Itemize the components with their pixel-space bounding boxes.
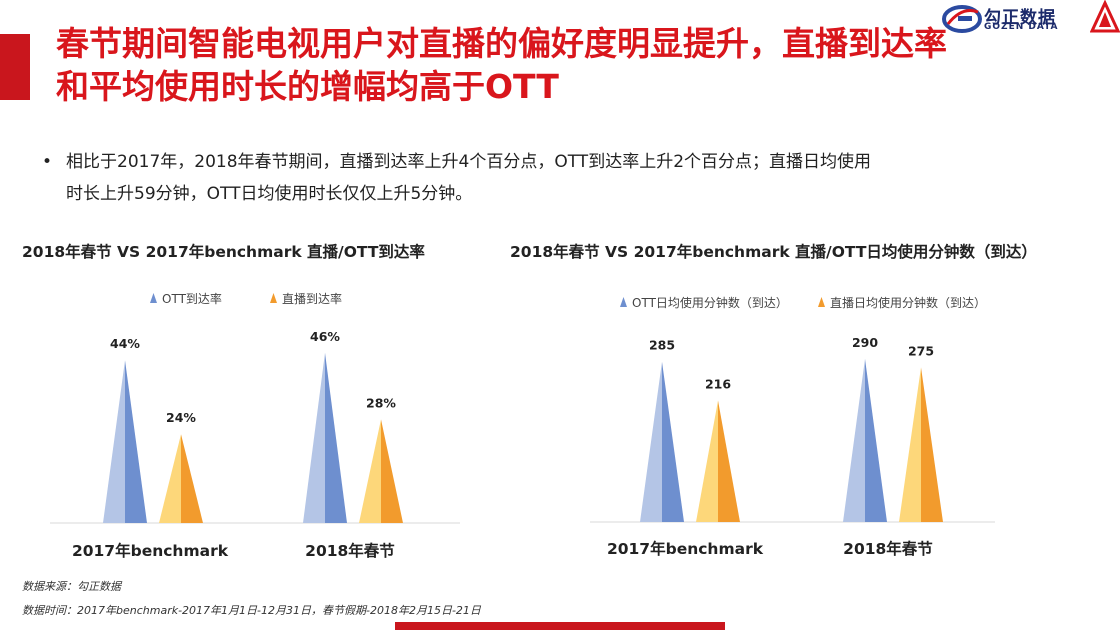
bullet-marker: •: [42, 152, 53, 172]
data-period: 数据时间：2017年benchmark-2017年1月1日-12月31日，春节假…: [22, 604, 481, 617]
bar-1-1: [359, 419, 403, 523]
data-label-1-0: 216: [705, 377, 731, 392]
data-label-1-0: 24%: [166, 410, 196, 425]
category-label-1: 2018年春节: [305, 541, 395, 560]
category-label-0: 2017年benchmark: [72, 541, 229, 560]
legend-label-1: 直播到达率: [282, 291, 342, 306]
reach-rate-chart: OTT到达率 44% 46% 直播到达率 24% 28% 2017年benchmark 201…: [50, 280, 470, 570]
legend-swatch-1: [818, 297, 825, 307]
page-title-line-1: 春节期间智能电视用户对直播的偏好度明显提升，直播到达率: [56, 24, 947, 63]
data-label-0-0: 285: [649, 338, 675, 353]
legend-swatch-0: [150, 293, 157, 303]
summary-line-2: 时长上升59分钟，OTT日均使用时长仅仅上升5分钟。: [66, 184, 473, 204]
reach-rate-chart-svg: OTT到达率 44% 46% 直播到达率 24% 28% 2017年benchmark 201…: [50, 291, 460, 560]
bar-1-0: [159, 434, 203, 523]
summary-line-1: 相比于2017年，2018年春节期间，直播到达率上升4个百分点，OTT到达率上升…: [66, 152, 872, 172]
logo-text-cn: 勾正数据: [984, 8, 1056, 28]
data-label-0-1: 46%: [310, 329, 340, 344]
bar-1-1: [899, 367, 943, 522]
data-label-0-0: 44%: [110, 336, 140, 351]
summary-bullet: • 相比于2017年，2018年春节期间，直播到达率上升4个百分点，OTT到达率…: [42, 146, 1062, 210]
corner-triangle-icon: [1090, 0, 1120, 33]
data-source: 数据来源：勾正数据: [22, 580, 121, 593]
data-label-1-1: 275: [908, 343, 934, 358]
legend-label-1: 直播日均使用分钟数（到达）: [830, 295, 986, 310]
logo-text-en: GOZEN DATA: [984, 22, 1059, 32]
daily-minutes-chart: OTT日均使用分钟数（到达） 285 290 直播日均使用分钟数（到达） 216 275 2…: [590, 280, 1000, 570]
chart-1-title: 2018年春节 VS 2017年benchmark 直播/OTT到达率: [22, 243, 425, 261]
bar-0-1: [843, 358, 887, 522]
chart-2-title: 2018年春节 VS 2017年benchmark 直播/OTT日均使用分钟数（…: [510, 243, 1037, 261]
data-label-0-1: 290: [852, 335, 878, 350]
legend-swatch-0: [620, 297, 627, 307]
legend-swatch-1: [270, 293, 277, 303]
accent-bar: [0, 34, 30, 100]
bar-0-0: [640, 361, 684, 522]
bottom-accent-bar: [395, 622, 725, 630]
data-label-1-1: 28%: [366, 395, 396, 410]
legend-label-0: OTT到达率: [162, 291, 222, 306]
category-label-0: 2017年benchmark: [607, 539, 764, 558]
page-title: 春节期间智能电视用户对直播的偏好度明显提升，直播到达率 和平均使用时长的增幅均高…: [56, 22, 1056, 108]
category-label-1: 2018年春节: [843, 539, 933, 558]
bar-0-1: [303, 352, 347, 523]
bar-0-0: [103, 360, 147, 523]
page-title-line-2: 和平均使用时长的增幅均高于OTT: [56, 67, 559, 106]
gozen-logo: 勾正数据 GOZEN DATA: [938, 2, 1088, 36]
daily-minutes-chart-svg: OTT日均使用分钟数（到达） 285 290 直播日均使用分钟数（到达） 216 275 2…: [590, 295, 995, 558]
gozen-logo-icon: [942, 5, 982, 33]
legend-label-0: OTT日均使用分钟数（到达）: [632, 295, 788, 310]
bar-1-0: [696, 400, 740, 522]
